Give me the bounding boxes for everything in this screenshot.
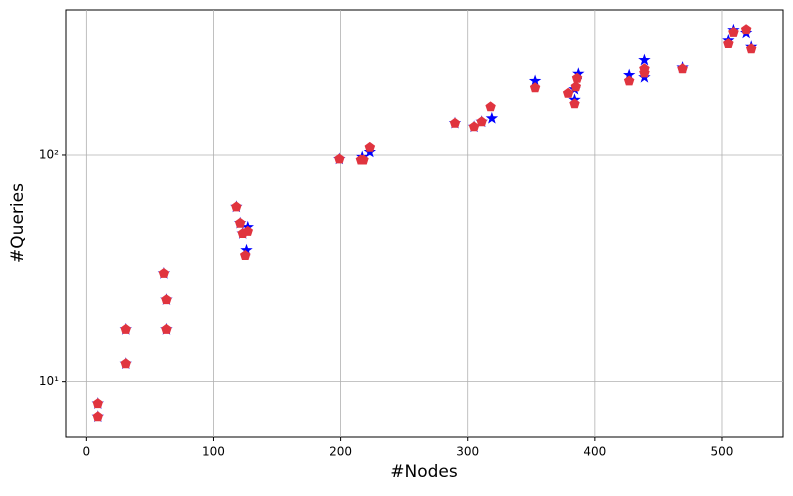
point	[723, 38, 734, 48]
point	[529, 82, 541, 93]
point	[364, 141, 376, 152]
point	[242, 225, 253, 236]
x-tick-label: 500	[711, 445, 734, 459]
x-tick-label: 100	[202, 445, 225, 459]
point	[231, 201, 242, 212]
y-tick-label: 10²	[39, 147, 59, 161]
point	[240, 243, 253, 256]
point	[528, 74, 542, 87]
point	[358, 154, 369, 165]
point	[623, 75, 635, 86]
point	[120, 358, 131, 369]
point	[562, 87, 574, 98]
point	[569, 98, 580, 109]
x-tick-label: 200	[329, 445, 352, 459]
point	[449, 117, 461, 128]
point	[572, 67, 585, 80]
point	[571, 72, 583, 83]
point	[746, 43, 757, 54]
point	[120, 323, 131, 334]
x-axis-label: #Nodes	[390, 462, 458, 482]
point	[158, 268, 170, 278]
point	[468, 121, 480, 132]
point	[485, 111, 499, 124]
point	[234, 217, 246, 228]
point	[485, 101, 496, 112]
point	[92, 398, 103, 409]
point	[476, 116, 487, 127]
x-tick-label: 300	[456, 445, 479, 459]
x-tick-label: 0	[83, 445, 91, 459]
point	[677, 63, 688, 74]
point	[740, 24, 752, 35]
point	[240, 250, 251, 260]
point	[161, 294, 172, 305]
point	[623, 68, 636, 81]
plot-frame	[65, 9, 784, 438]
y-tick-label: 10¹	[39, 374, 59, 388]
point	[161, 323, 172, 334]
point	[639, 63, 650, 74]
point	[334, 153, 345, 164]
y-axis-label: #Queries	[8, 183, 28, 263]
x-tick-label: 400	[583, 445, 606, 459]
point	[728, 27, 739, 37]
point	[570, 81, 581, 92]
point	[92, 411, 103, 422]
point	[638, 53, 651, 66]
